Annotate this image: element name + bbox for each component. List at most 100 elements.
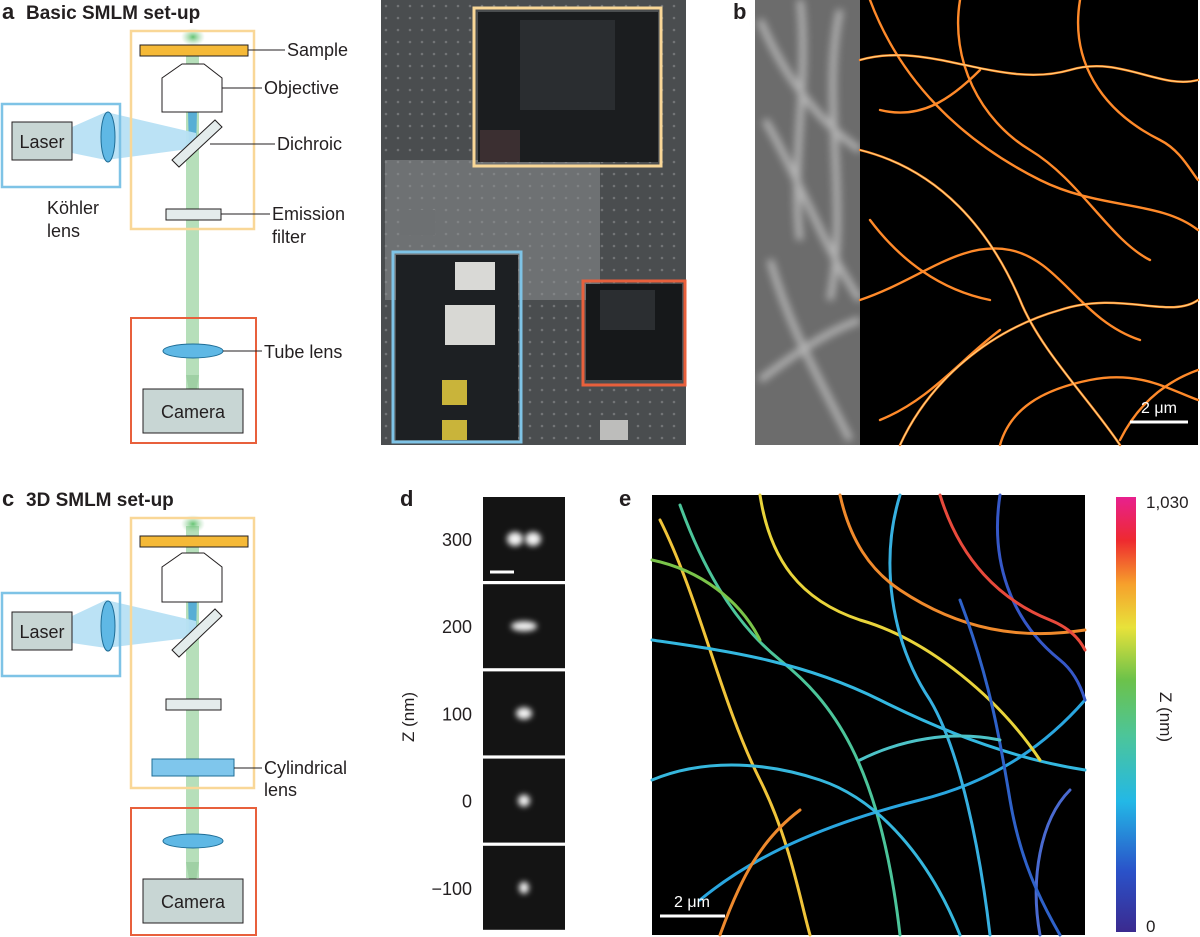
breadboard-hole [636,184,640,188]
breadboard-hole [540,424,544,428]
breadboard-hole [540,376,544,380]
breadboard-hole [384,16,388,20]
breadboard-hole [552,424,556,428]
breadboard-hole [588,412,592,416]
breadboard-hole [672,4,676,8]
breadboard-hole [408,100,412,104]
breadboard-hole [612,268,616,272]
breadboard-hole [420,76,424,80]
breadboard-hole [648,400,652,404]
breadboard-hole [672,268,676,272]
breadboard-hole [408,40,412,44]
breadboard-hole [396,40,400,44]
breadboard-hole [384,88,388,92]
breadboard-hole [648,244,652,248]
kohler-label-1: Köhler [47,198,99,218]
z-axis-label: Z (nm) [399,692,418,742]
breadboard-hole [420,136,424,140]
dichroic-label: Dichroic [277,134,342,154]
panel-c: c 3D SMLM set-up Laser Camera Cylindrica… [0,486,347,936]
breadboard-hole [648,184,652,188]
breadboard-hole [456,76,460,80]
breadboard-hole [588,424,592,428]
breadboard-hole [384,316,388,320]
breadboard-hole [648,388,652,392]
breadboard-hole [600,256,604,260]
breadboard-hole [672,412,676,416]
breadboard-hole [444,136,448,140]
breadboard-hole [552,340,556,344]
kohler-label-2: lens [47,221,80,241]
breadboard-hole [564,412,568,416]
breadboard-hole [672,16,676,20]
breadboard-hole [408,52,412,56]
breadboard-hole [564,424,568,428]
breadboard-hole [420,88,424,92]
breadboard-hole [432,52,436,56]
breadboard-hole [444,52,448,56]
breadboard-hole [576,376,580,380]
photo-microscope-box [472,6,663,168]
breadboard-hole [384,400,388,404]
cylindrical-label-2: lens [264,780,297,800]
breadboard-hole [600,268,604,272]
breadboard-hole [660,400,664,404]
breadboard-hole [600,208,604,212]
psf-spot [511,621,537,632]
breadboard-hole [384,376,388,380]
breadboard-hole [624,412,628,416]
panel-c-title: 3D SMLM set-up [26,490,174,511]
super-resolution-image [860,0,1198,445]
kohler-lens [100,111,116,163]
breadboard-hole [612,196,616,200]
camera-module-box [130,317,257,444]
breadboard-hole [384,100,388,104]
breadboard-hole [672,436,676,440]
breadboard-hole [528,400,532,404]
breadboard-hole [576,364,580,368]
breadboard-hole [552,352,556,356]
panel-b-letter: b [733,0,746,24]
objective-lens-3d [161,552,223,603]
breadboard-hole [660,412,664,416]
breadboard-hole [612,232,616,236]
breadboard-hole [636,244,640,248]
breadboard-hole [636,172,640,176]
breadboard-hole [648,436,652,440]
panel-d: d Z (nm) 300 200 100 0 −100 [399,486,565,930]
breadboard-hole [456,124,460,128]
breadboard-hole [552,412,556,416]
breadboard-hole [420,64,424,68]
breadboard-hole [636,268,640,272]
3d-filaments [650,493,1087,937]
breadboard-hole [540,412,544,416]
photo-laser-box [391,250,523,444]
dichroic-mirror-3d [171,608,223,658]
breadboard-hole [552,328,556,332]
emission-filter [165,208,222,221]
breadboard-hole [672,112,676,116]
breadboard-hole [432,100,436,104]
breadboard-hole [600,232,604,236]
cylindrical-label-1: Cylindrical [264,758,347,778]
breadboard-hole [672,76,676,80]
breadboard-hole [672,64,676,68]
sample-glow [181,28,205,46]
z-tick-label: 300 [442,530,472,550]
setup-photo [381,0,687,445]
breadboard-hole [672,148,676,152]
breadboard-hole [648,232,652,236]
breadboard-hole [660,244,664,248]
breadboard-hole [444,28,448,32]
breadboard-hole [600,388,604,392]
laser-box-3d [11,611,73,651]
breadboard-hole [636,412,640,416]
breadboard-hole [468,136,472,140]
panel-b: b 2 [733,0,1200,447]
breadboard-hole [672,424,676,428]
colorbar-min-label: 0 [1146,917,1155,936]
breadboard-hole [396,4,400,8]
breadboard-hole [396,64,400,68]
breadboard-hole [612,244,616,248]
